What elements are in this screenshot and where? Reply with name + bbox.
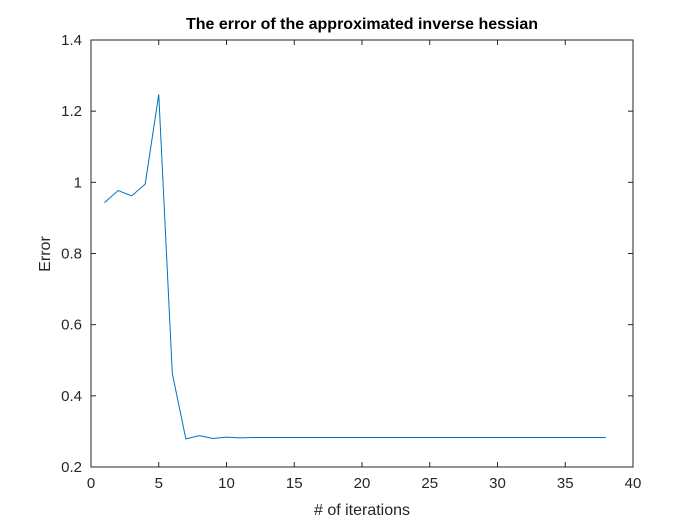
chart-title: The error of the approximated inverse he… [186,16,538,33]
x-tick-label: 10 [218,475,235,492]
y-tick-label: 1.2 [61,103,82,120]
y-axis-label: Error [37,236,54,272]
y-tick-label: 0.4 [61,388,82,405]
x-tick-label: 15 [286,475,303,492]
axes-box [90,39,634,468]
y-tick-label: 0.6 [61,317,82,334]
x-tick-label: 30 [489,475,506,492]
x-tick-label: 40 [625,475,642,492]
x-tick-label: 35 [557,475,574,492]
x-tick-label: 25 [421,475,438,492]
data-series-line [104,94,606,440]
x-tick-label: 0 [87,475,95,492]
y-tick-label: 0.8 [61,246,82,263]
y-tick-label: 0.2 [61,459,82,476]
x-axis-label: # of iterations [314,502,410,519]
x-tick-label: 20 [354,475,371,492]
x-tick-label: 5 [155,475,163,492]
plot-area: 0 5 10 15 20 25 30 35 40 0.2 0.4 0.6 0.8 1 1.2 1.4 [61,32,641,492]
y-tick-label: 1 [74,174,82,191]
y-tick-label: 1.4 [61,32,82,49]
